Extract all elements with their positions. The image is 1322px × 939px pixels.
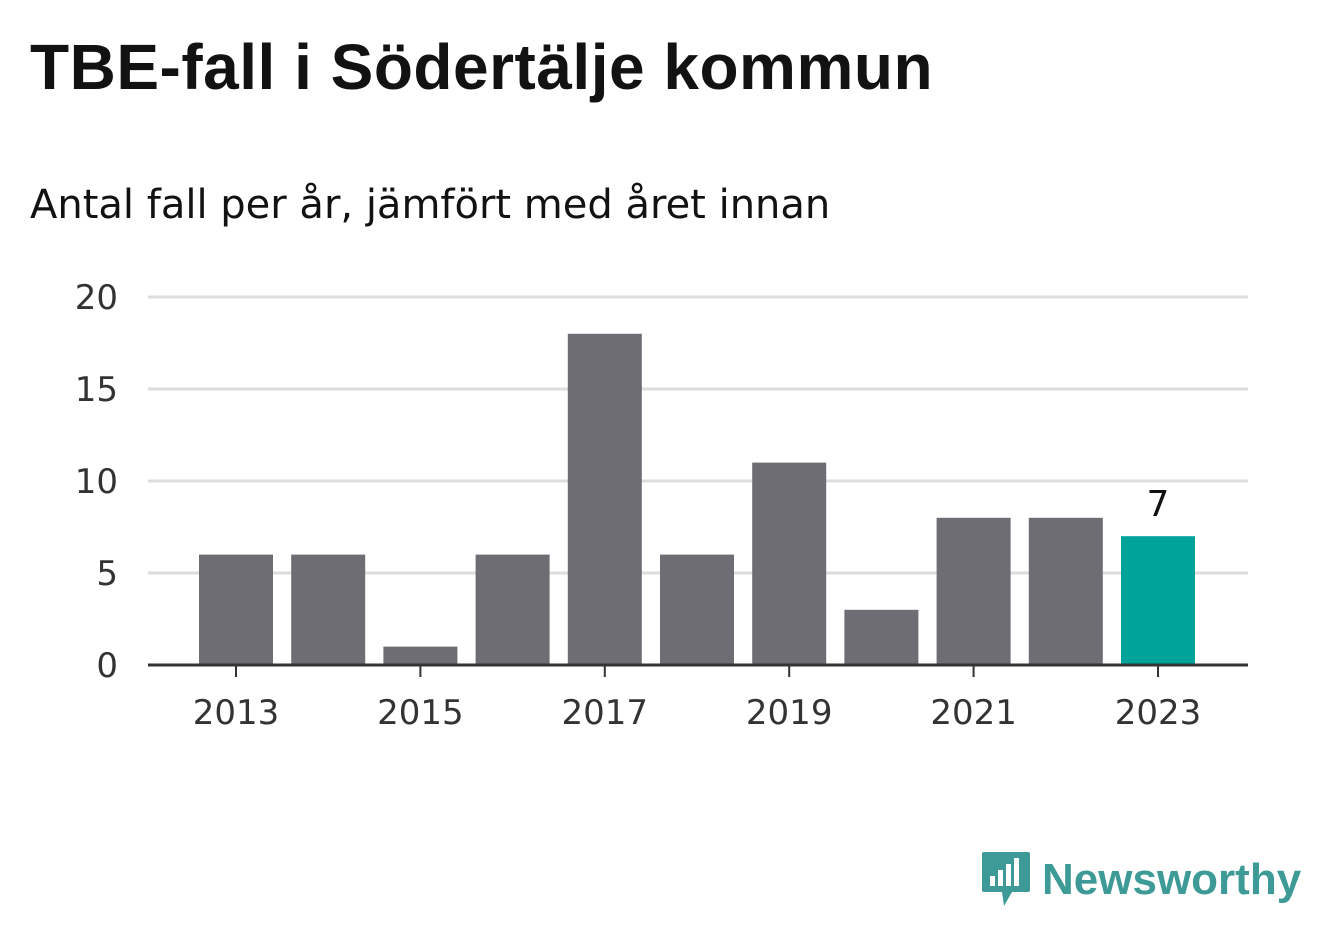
y-tick-label: 5 [96,554,118,594]
x-tick-label: 2021 [930,693,1017,733]
bar-2023 [1121,536,1195,665]
bar-2013 [199,554,273,665]
bar-2022 [1028,517,1103,665]
chart-subtitle: Antal fall per år, jämfört med året inna… [30,182,831,228]
x-tick-label: 2017 [562,693,649,733]
x-tick-label: 2013 [193,693,280,733]
y-tick-label: 0 [96,646,118,686]
logo-text: Newsworthy [1042,855,1302,904]
y-tick-label: 15 [75,370,118,410]
bar-2019 [752,462,827,665]
newsworthy-logo: Newsworthy [980,850,1301,910]
bar-2014 [291,554,366,665]
bar-2015 [383,646,458,665]
x-tick-label: 2023 [1115,693,1202,733]
chart-title: TBE-fall i Södertälje kommun [30,31,934,103]
y-tick-label: 10 [75,462,118,502]
y-tick-label: 20 [75,278,118,318]
bar-2020 [844,609,919,665]
bar-2021 [936,517,1011,665]
bar-chart-speech-bubble-icon [982,852,1030,906]
x-tick-label: 2019 [746,693,833,733]
bar-2018 [660,554,734,665]
bar-2016 [475,554,550,665]
x-tick-label: 2015 [377,693,464,733]
bar-2017 [567,333,642,665]
data-label-2023: 7 [1147,484,1170,525]
bar-chart: 0 5 10 15 20 7 2013 2015 2017 2019 2021 2023 [75,278,1248,733]
